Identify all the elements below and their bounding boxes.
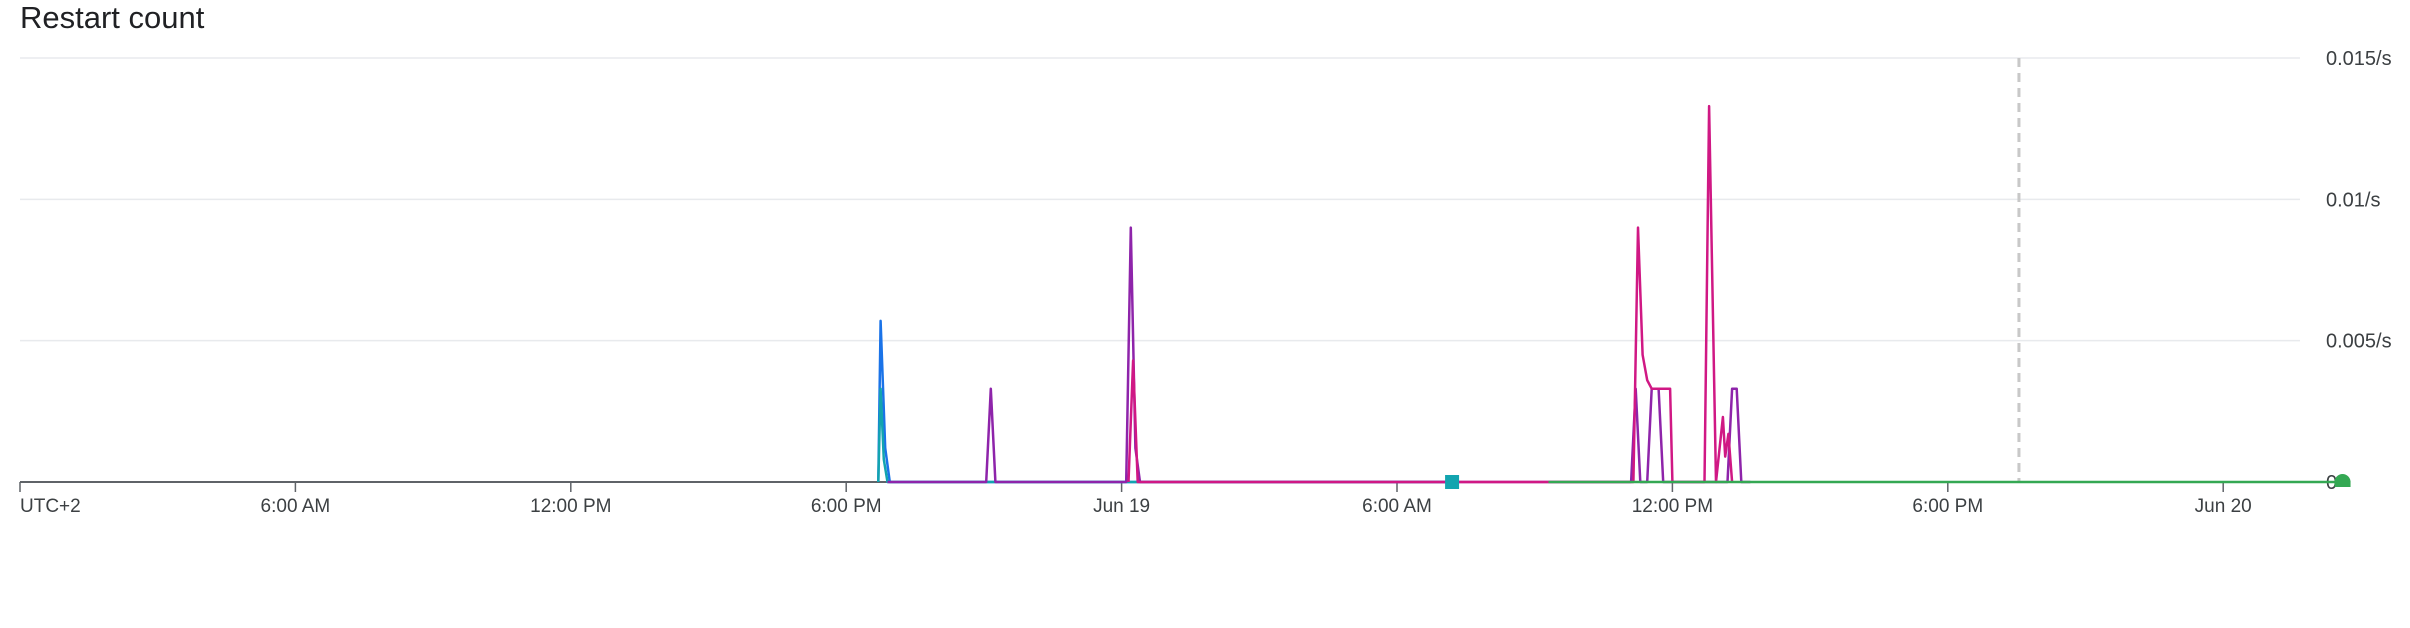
y-tick-label: 0.01/s	[2326, 189, 2380, 211]
y-tick-label: 0.005/s	[2326, 331, 2392, 353]
x-tick-label: 6:00 PM	[811, 496, 882, 517]
series-lines	[877, 104, 2343, 484]
x-tick-label: 12:00 PM	[1632, 496, 1713, 517]
series-line-blue	[877, 319, 1453, 484]
series-line-purple	[887, 226, 1751, 484]
x-axis: UTC+2 6:00 AM 12:00 PM 6:00 PM Jun 19 6:00 AM…	[19, 481, 2300, 517]
series-end-markers	[1445, 474, 2351, 489]
y-tick-label: 0.015/s	[2326, 48, 2392, 70]
series-end-marker-teal	[1445, 475, 1460, 489]
x-tick-label: 6:00 AM	[261, 496, 331, 517]
x-tick-label: 6:00 PM	[1912, 496, 1983, 517]
series-end-marker-base-green	[2334, 481, 2351, 487]
x-tick-label: Jun 20	[2195, 496, 2252, 517]
x-tick-label: 12:00 PM	[530, 496, 611, 517]
chart-title: Restart count	[20, 0, 205, 35]
x-tick-label: 6:00 AM	[1362, 496, 1432, 517]
series-line-magenta	[1127, 104, 1734, 484]
series-end-marker-green	[2334, 474, 2351, 482]
y-axis-labels: 00.005/s0.01/s0.015/s	[2326, 48, 2392, 494]
x-tick-label: UTC+2	[20, 496, 81, 517]
grid-lines	[20, 57, 2300, 342]
series-line-teal	[877, 387, 1453, 484]
x-tick-label: Jun 19	[1093, 496, 1150, 517]
